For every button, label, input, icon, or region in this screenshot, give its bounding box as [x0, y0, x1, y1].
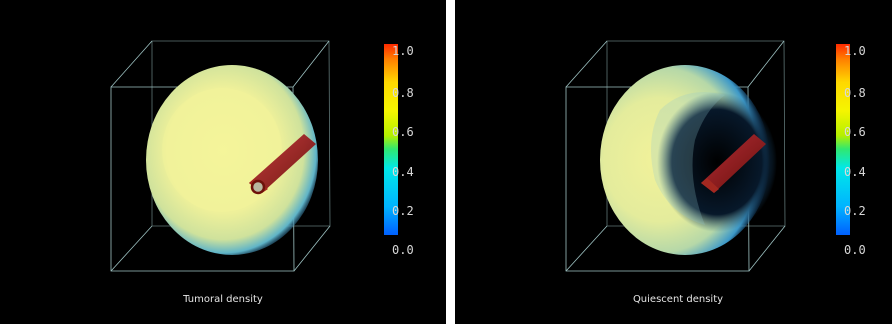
blood-vessel — [249, 134, 316, 195]
blood-vessel — [701, 134, 766, 193]
colorbar-tick: 0.6 — [844, 125, 866, 139]
tumor-volume — [146, 65, 318, 255]
colorbar — [836, 44, 850, 235]
colorbar-tick: 1.0 — [392, 44, 414, 58]
colorbar-tick: 0.2 — [392, 204, 414, 218]
colorbar-tick: 0.0 — [392, 243, 414, 257]
colorbar-tick: 0.0 — [844, 243, 866, 257]
panel-caption: Quiescent density — [632, 294, 724, 305]
necrotic-cavity — [657, 92, 777, 232]
colorbar-tick: 0.2 — [844, 204, 866, 218]
panel-caption: Tumoral density — [183, 294, 263, 305]
left-render-panel: 1.0 0.8 0.6 0.4 0.2 0.0 Tumoral density — [0, 0, 446, 324]
colorbar-tick: 0.4 — [844, 165, 866, 179]
colorbar-tick: 1.0 — [844, 44, 866, 58]
colorbar-tick: 0.8 — [844, 86, 866, 100]
quiescent-density-render — [565, 40, 850, 272]
colorbar-tick: 0.4 — [392, 165, 414, 179]
colorbar — [384, 44, 398, 235]
tumoral-density-render — [110, 40, 398, 272]
right-render-panel: 1.0 0.8 0.6 0.4 0.2 0.0 Quiescent densit… — [455, 0, 892, 324]
colorbar-tick: 0.6 — [392, 125, 414, 139]
colorbar-tick: 0.8 — [392, 86, 414, 100]
